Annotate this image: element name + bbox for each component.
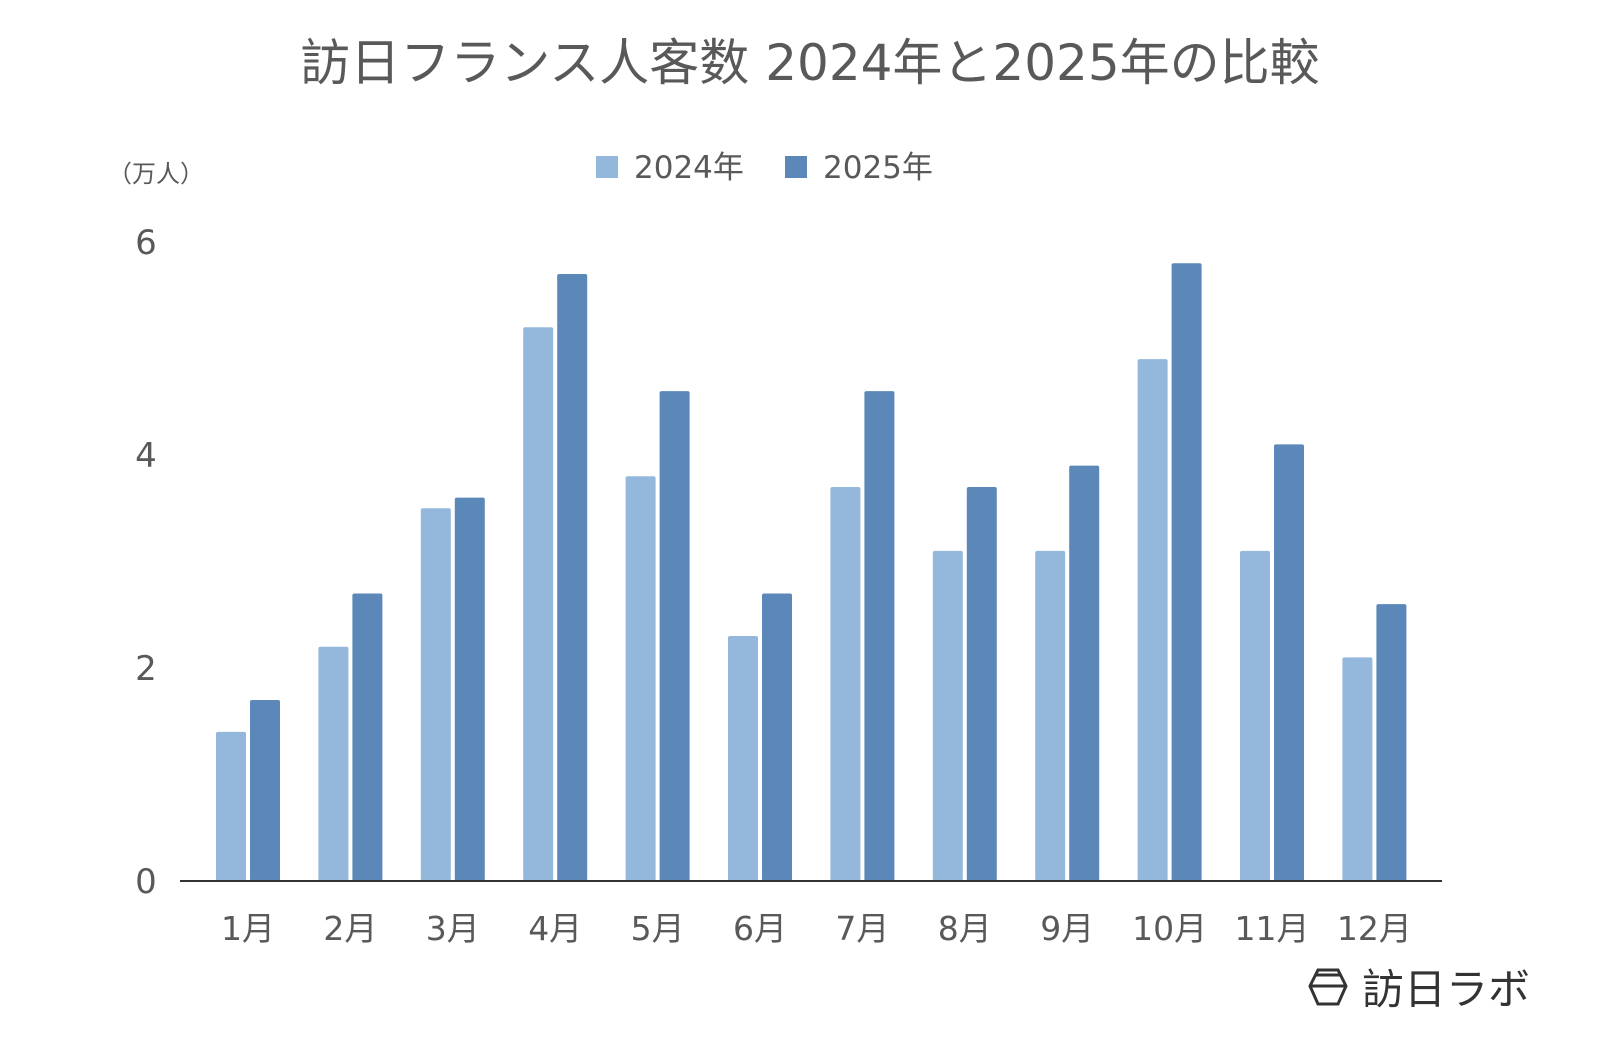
bar-2025年-10月 (1171, 263, 1202, 881)
logo-icon (1308, 968, 1348, 1006)
bar-2025年-2月 (352, 593, 383, 881)
y-axis-unit-label: （万人） (108, 160, 204, 188)
x-tick-label: 12月 (1337, 909, 1412, 948)
legend-label-2025: 2025年 (823, 150, 933, 186)
x-tick-label: 6月 (733, 909, 787, 948)
bar-2024年-1月 (216, 731, 246, 881)
x-tick-label: 9月 (1040, 909, 1094, 948)
bar-2024年-10月 (1137, 359, 1168, 881)
bar-2025年-8月 (966, 486, 997, 881)
bar-2024年-6月 (728, 636, 758, 881)
bar-2025年-12月 (1376, 604, 1407, 881)
x-tick-label: 10月 (1132, 909, 1207, 948)
chart-title: 訪日フランス人客数 2024年と2025年の比較 (300, 34, 1319, 92)
bar-2025年-9月 (1069, 465, 1100, 881)
x-tick-label: 2月 (323, 909, 377, 948)
bar-2025年-1月 (250, 699, 280, 881)
bar-2025年-11月 (1274, 444, 1304, 881)
legend-swatch-2025 (785, 156, 807, 178)
y-tick-label: 2 (135, 649, 157, 689)
bar-2024年-11月 (1240, 550, 1270, 881)
bar-2024年-12月 (1342, 657, 1373, 881)
bar-2024年-7月 (830, 486, 861, 881)
bar-2025年-4月 (557, 273, 588, 881)
x-tick-label: 7月 (835, 909, 889, 948)
bar-2025年-7月 (864, 391, 895, 881)
bar-2024年-8月 (932, 550, 963, 881)
bar-2024年-5月 (625, 476, 656, 881)
logo: 訪日ラボ (1308, 965, 1530, 1014)
x-tick-label: 5月 (631, 909, 685, 948)
x-tick-label: 8月 (938, 909, 992, 948)
bar-2024年-2月 (318, 646, 349, 881)
legend: 2024年 2025年 (596, 150, 933, 186)
legend-label-2024: 2024年 (634, 150, 744, 186)
logo-text: 訪日ラボ (1362, 965, 1530, 1014)
bar-2024年-9月 (1035, 550, 1066, 881)
bar-2024年-3月 (420, 508, 451, 881)
y-tick-label: 6 (135, 223, 157, 263)
bar-2024年-4月 (523, 327, 554, 881)
legend-swatch-2024 (596, 156, 618, 178)
bar-2025年-5月 (659, 391, 690, 881)
x-tick-label: 11月 (1235, 909, 1310, 948)
x-tick-label: 4月 (528, 909, 582, 948)
y-tick-label: 4 (135, 436, 157, 476)
bar-2025年-6月 (762, 593, 792, 881)
x-tick-label: 1月 (221, 909, 275, 948)
y-tick-label: 0 (135, 862, 157, 902)
x-tick-label: 3月 (426, 909, 480, 948)
bar-2025年-3月 (454, 497, 485, 881)
